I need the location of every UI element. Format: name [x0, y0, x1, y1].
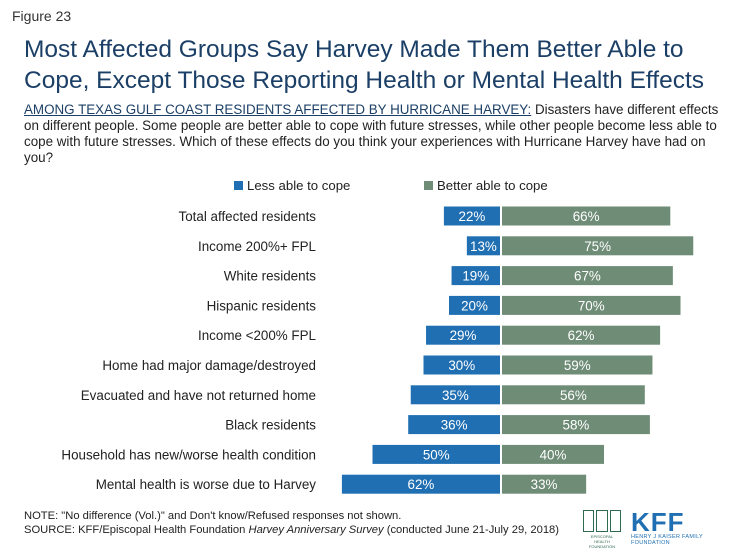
category-label: White residents	[224, 269, 317, 284]
bar-less-able	[408, 415, 500, 435]
data-label-less-able: 30%	[448, 358, 475, 373]
bar-less-able	[410, 385, 500, 405]
data-label-less-able: 62%	[408, 477, 435, 492]
data-label-better-able: 70%	[578, 298, 605, 313]
data-label-less-able: 19%	[462, 269, 489, 284]
legend-item-less: Less able to cope	[234, 178, 350, 193]
chart-notes: NOTE: "No difference (Vol.)" and Don't k…	[24, 509, 584, 537]
data-label-less-able: 13%	[470, 239, 497, 254]
data-label-better-able: 67%	[574, 269, 601, 284]
chart-title: Most Affected Groups Say Harvey Made The…	[24, 36, 705, 94]
note-text: NOTE: "No difference (Vol.)" and Don't k…	[24, 510, 402, 522]
data-label-better-able: 56%	[560, 388, 587, 403]
bar-better-able	[502, 295, 681, 315]
bar-less-able	[423, 355, 500, 375]
data-label-better-able: 62%	[568, 328, 595, 343]
bar-better-able	[502, 206, 671, 226]
category-label: Mental health is worse due to Harvey	[96, 477, 317, 492]
bar-better-able	[502, 266, 673, 286]
legend-swatch-less	[234, 181, 243, 190]
bar-better-able	[502, 474, 587, 494]
kff-logo-text: KFF	[631, 507, 685, 537]
legend-label-less: Less able to cope	[247, 178, 351, 193]
subtitle-body: Disasters have different effects on diff…	[24, 102, 719, 165]
category-label: Total affected residents	[179, 209, 317, 224]
chart-legend: Less able to cope Better able to cope	[0, 178, 735, 196]
ehf-logo: EPISCOPAL HEALTH FOUNDATION	[583, 510, 621, 549]
data-label-better-able: 33%	[531, 477, 558, 492]
data-label-less-able: 35%	[442, 388, 469, 403]
source-text: SOURCE: KFF/Episcopal Health Foundation …	[24, 523, 584, 537]
chart-subtitle: AMONG TEXAS GULF COAST RESIDENTS AFFECTE…	[24, 102, 724, 166]
category-label: Evacuated and have not returned home	[81, 388, 316, 403]
source-suffix: (conducted June 21-July 29, 2018)	[383, 524, 559, 536]
category-label: Household has new/worse health condition	[61, 447, 316, 462]
bar-less-able	[372, 444, 500, 464]
legend-swatch-better	[424, 181, 433, 190]
category-label: Home had major damage/destroyed	[102, 358, 316, 373]
data-label-better-able: 66%	[573, 209, 600, 224]
data-label-better-able: 40%	[540, 447, 567, 462]
bar-better-able	[502, 444, 604, 464]
ehf-logo-text: EPISCOPAL HEALTH FOUNDATION	[588, 534, 616, 549]
bar-better-able	[502, 415, 650, 435]
source-title: Harvey Anniversary Survey	[248, 524, 384, 536]
category-label: Hispanic residents	[207, 298, 317, 313]
diverging-bar-chart: Total affected residents 22% 66% Income 200…	[61, 206, 694, 494]
data-label-less-able: 50%	[423, 447, 450, 462]
bar-less-able	[341, 474, 500, 494]
source-prefix: SOURCE: KFF/Episcopal Health Foundation	[24, 524, 249, 536]
legend-item-better: Better able to cope	[424, 178, 548, 193]
category-label: Black residents	[225, 418, 316, 433]
bar-less-able	[451, 266, 500, 286]
data-label-better-able: 58%	[563, 418, 590, 433]
data-label-less-able: 22%	[459, 209, 486, 224]
bar-better-able	[502, 355, 653, 375]
bar-less-able	[443, 206, 500, 226]
figure-label: Figure 23	[12, 8, 72, 24]
data-label-less-able: 29%	[450, 328, 477, 343]
logos: EPISCOPAL HEALTH FOUNDATION KFF HENRY J …	[583, 507, 723, 549]
kff-logo: KFF HENRY J KAISER FAMILY FOUNDATION	[631, 507, 719, 546]
bar-better-able	[502, 385, 645, 405]
data-label-better-able: 75%	[584, 239, 611, 254]
bar-less-able	[426, 325, 500, 345]
data-label-less-able: 36%	[441, 418, 468, 433]
category-label: Income <200% FPL	[198, 328, 316, 343]
subtitle-lead: AMONG TEXAS GULF COAST RESIDENTS AFFECTE…	[24, 102, 532, 117]
bar-better-able	[502, 236, 694, 256]
bar-less-able	[466, 236, 500, 256]
legend-label-better: Better able to cope	[437, 178, 548, 193]
bar-less-able	[449, 295, 500, 315]
bar-better-able	[502, 325, 661, 345]
data-label-less-able: 20%	[461, 298, 488, 313]
data-label-better-able: 59%	[564, 358, 591, 373]
category-label: Income 200%+ FPL	[198, 239, 316, 254]
kff-logo-subtext: HENRY J KAISER FAMILY FOUNDATION	[631, 534, 703, 546]
